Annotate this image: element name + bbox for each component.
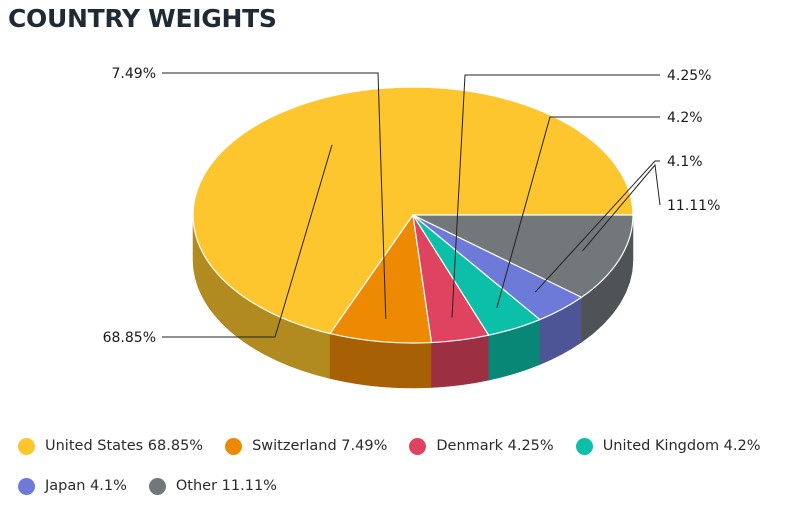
leader-line-united-states bbox=[162, 144, 333, 338]
legend-label-other: Other 11.11% bbox=[175, 478, 277, 494]
legend-swatch-united-kingdom bbox=[575, 437, 593, 455]
legend-swatch-united-states bbox=[18, 437, 35, 455]
legend-item-united-states[interactable]: United States 68.85% bbox=[18, 437, 204, 455]
data-label-denmark: 4.25% bbox=[667, 68, 711, 84]
pie-slice-united-states bbox=[192, 86, 634, 335]
legend-swatch-japan bbox=[18, 477, 35, 495]
data-label-other: 11.11% bbox=[667, 198, 720, 214]
pie-slice-other bbox=[412, 214, 634, 298]
legend-label-denmark: Denmark 4.25% bbox=[436, 438, 554, 454]
leader-line-switzerland bbox=[162, 72, 387, 319]
legend: United States 68.85% Switzerland 7.49% D… bbox=[18, 434, 808, 514]
data-label-switzerland: 7.49% bbox=[112, 66, 156, 82]
data-label-united-kingdom: 4.2% bbox=[667, 110, 703, 126]
legend-item-denmark[interactable]: Denmark 4.25% bbox=[409, 437, 554, 455]
pie-side-denmark bbox=[431, 334, 489, 388]
pie-chart: 68.85% 7.49% 4.25% 4.2% 4.1% 11.11% bbox=[103, 66, 720, 389]
legend-item-other[interactable]: Other 11.11% bbox=[148, 477, 277, 495]
legend-row-2: Japan 4.1% Other 11.11% bbox=[18, 474, 808, 498]
legend-label-switzerland: Switzerland 7.49% bbox=[252, 438, 388, 454]
legend-label-japan: Japan 4.1% bbox=[45, 478, 127, 494]
leader-line-united-kingdom bbox=[496, 116, 660, 309]
pie-slice-switzerland bbox=[329, 214, 433, 344]
legend-swatch-other bbox=[148, 477, 166, 495]
data-label-japan: 4.1% bbox=[667, 154, 703, 170]
legend-swatch-denmark bbox=[409, 437, 427, 455]
legend-item-switzerland[interactable]: Switzerland 7.49% bbox=[225, 437, 388, 455]
chart-title: COUNTRY WEIGHTS bbox=[8, 4, 277, 33]
leader-line-japan bbox=[534, 160, 660, 293]
legend-swatch-switzerland bbox=[225, 437, 243, 455]
legend-item-japan[interactable]: Japan 4.1% bbox=[18, 477, 127, 495]
legend-row-1: United States 68.85% Switzerland 7.49% D… bbox=[18, 434, 808, 458]
leader-line-other bbox=[582, 163, 661, 252]
legend-label-united-states: United States 68.85% bbox=[45, 438, 204, 454]
data-label-united-states: 68.85% bbox=[103, 330, 156, 346]
leader-line-denmark bbox=[451, 74, 660, 318]
legend-label-united-kingdom: United Kingdom 4.2% bbox=[602, 438, 761, 454]
legend-item-united-kingdom[interactable]: United Kingdom 4.2% bbox=[575, 437, 761, 455]
